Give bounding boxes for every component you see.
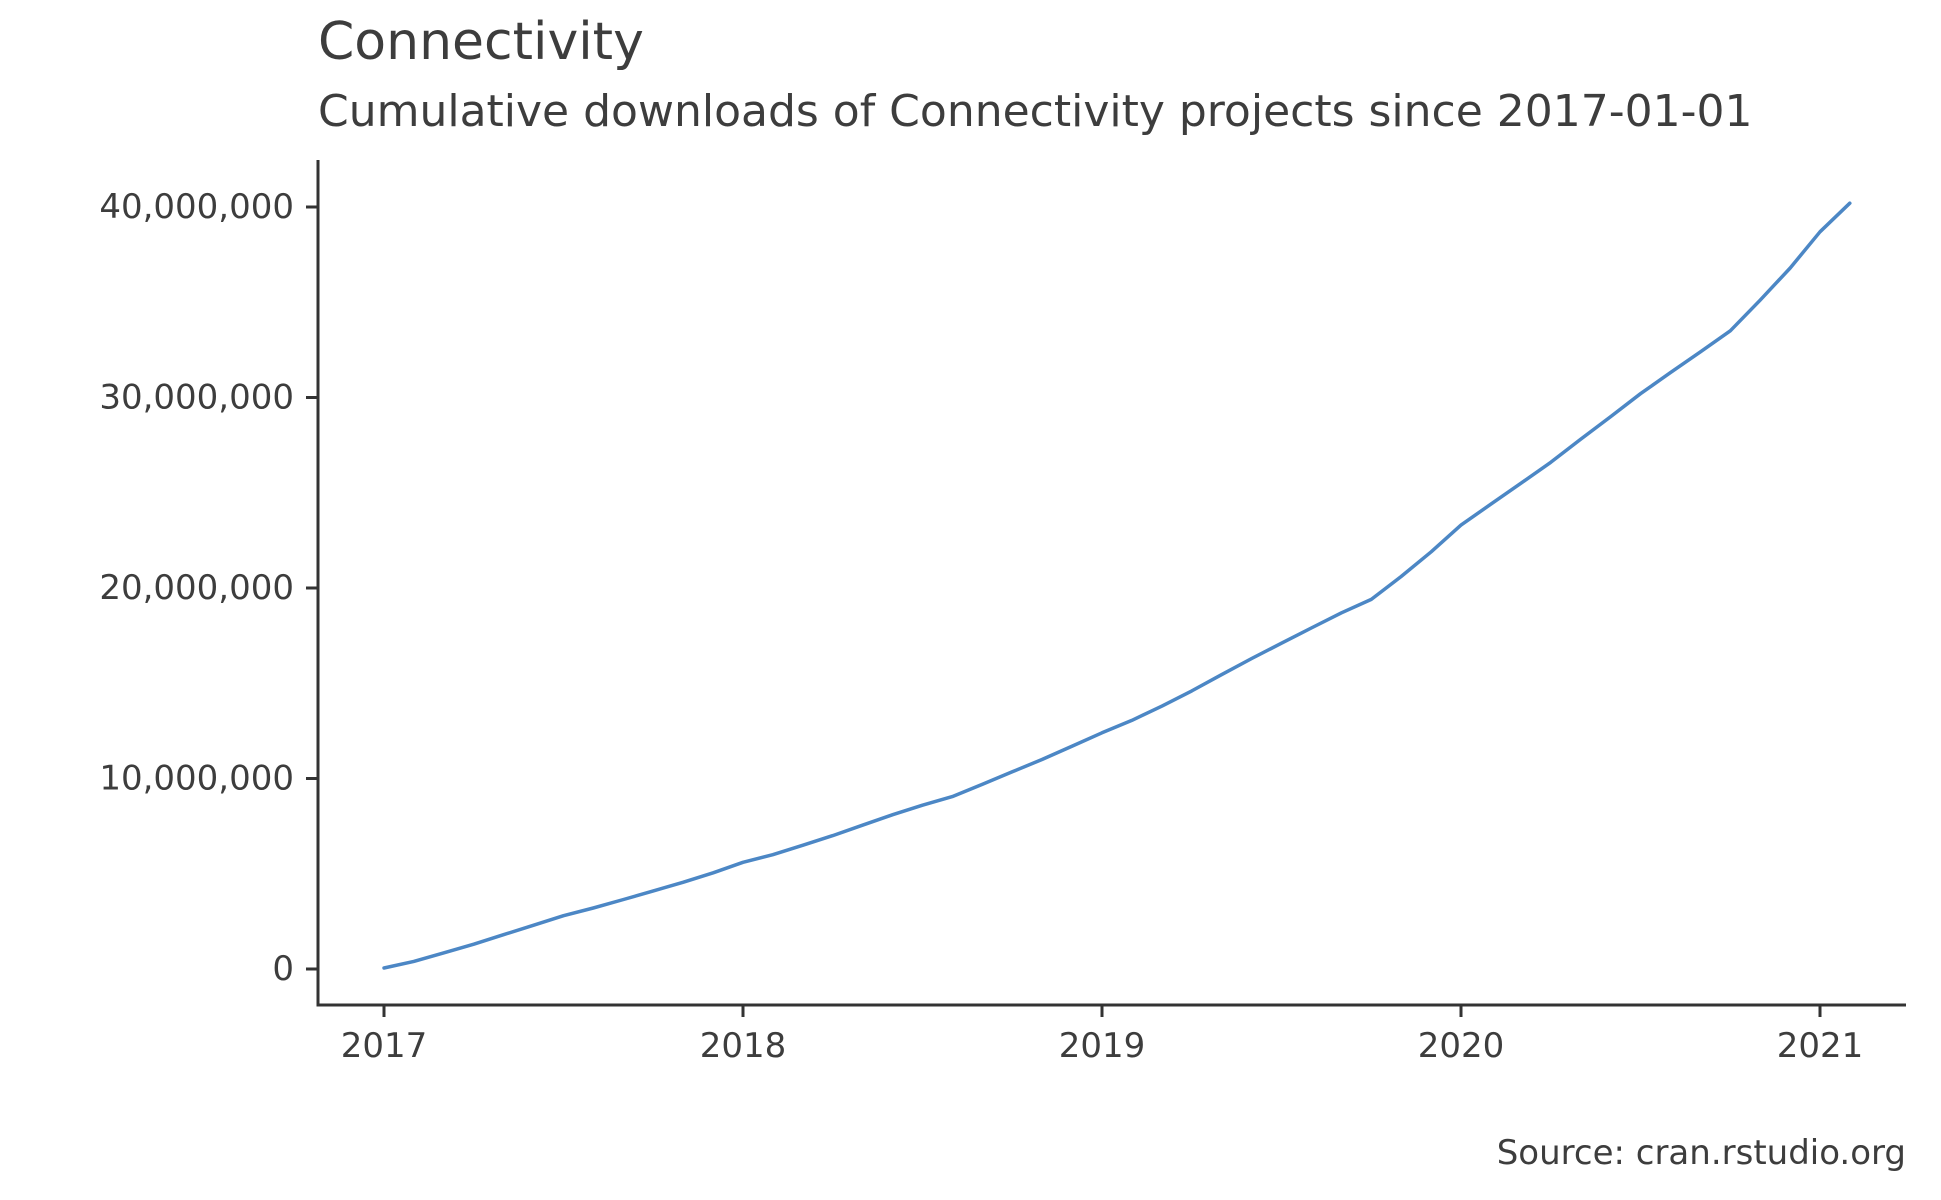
y-tick-label: 10,000,000 <box>99 759 294 799</box>
data-line-cumulative-downloads <box>382 201 1852 970</box>
y-tick-label: 20,000,000 <box>99 568 294 608</box>
x-tick-label: 2017 <box>341 1026 428 1066</box>
chart-axes <box>316 160 1906 1007</box>
source-caption: Source: cran.rstudio.org <box>1496 1133 1906 1173</box>
x-tick-label: 2019 <box>1059 1026 1146 1066</box>
chart-subtitle: Cumulative downloads of Connectivity pro… <box>318 86 1753 137</box>
y-tick-label: 40,000,000 <box>99 187 294 227</box>
x-tick-label: 2020 <box>1418 1026 1505 1066</box>
y-tick-label: 0 <box>272 949 294 989</box>
y-tick-label: 30,000,000 <box>99 378 294 418</box>
x-tick-label: 2018 <box>700 1026 787 1066</box>
chart-title: Connectivity <box>318 12 644 72</box>
x-tick-label: 2021 <box>1777 1026 1864 1066</box>
